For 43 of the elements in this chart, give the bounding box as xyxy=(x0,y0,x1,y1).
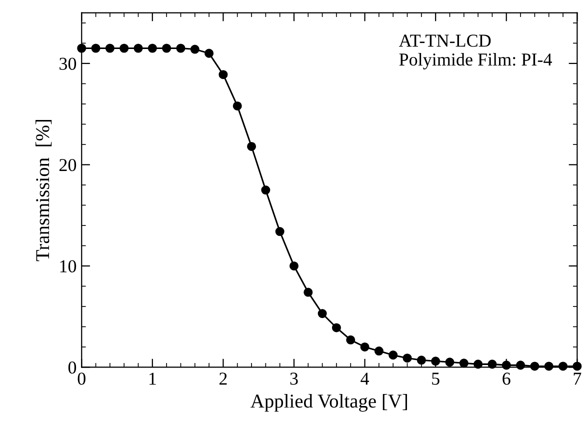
x-axis-title: Applied Voltage [V] xyxy=(250,394,407,412)
point xyxy=(346,335,356,344)
point xyxy=(162,44,172,53)
point xyxy=(134,44,143,53)
point xyxy=(247,142,256,151)
point xyxy=(445,358,454,367)
point xyxy=(402,354,412,363)
y-tick-label: 30 xyxy=(60,58,76,70)
y-tick-label: 10 xyxy=(60,260,76,272)
x-tick-label: 1 xyxy=(149,372,156,385)
x-tick-label: 4 xyxy=(360,372,370,385)
point xyxy=(374,346,384,356)
point xyxy=(176,44,186,53)
x-tick-label: 7 xyxy=(574,372,582,385)
point xyxy=(304,288,313,297)
point xyxy=(416,356,426,365)
point xyxy=(289,261,299,270)
point xyxy=(120,44,129,53)
x-tick-label: 5 xyxy=(432,372,440,385)
y-tick-label: 20 xyxy=(59,158,76,172)
point xyxy=(360,342,370,352)
point xyxy=(218,70,228,80)
point xyxy=(275,227,284,236)
y-axis-title: Transmission [%] xyxy=(36,120,52,262)
point xyxy=(431,356,440,366)
point xyxy=(148,44,157,53)
point xyxy=(261,186,270,195)
point xyxy=(459,358,468,368)
annotation: AT-TN-LCD Polyimide Film: PI-4 xyxy=(398,34,552,70)
x-tick-label: 2 xyxy=(219,372,227,385)
x-tick-label: 0 xyxy=(78,372,86,385)
y-tick-label: 0 xyxy=(68,361,76,374)
x-tick-label: 6 xyxy=(502,372,510,385)
point xyxy=(105,44,114,53)
point xyxy=(190,44,200,54)
x-tick-label: 3 xyxy=(290,372,298,385)
point xyxy=(204,48,214,58)
point xyxy=(388,350,398,360)
point xyxy=(91,44,100,53)
point xyxy=(332,323,341,332)
point xyxy=(474,360,483,369)
point xyxy=(318,309,327,318)
point xyxy=(232,101,242,110)
